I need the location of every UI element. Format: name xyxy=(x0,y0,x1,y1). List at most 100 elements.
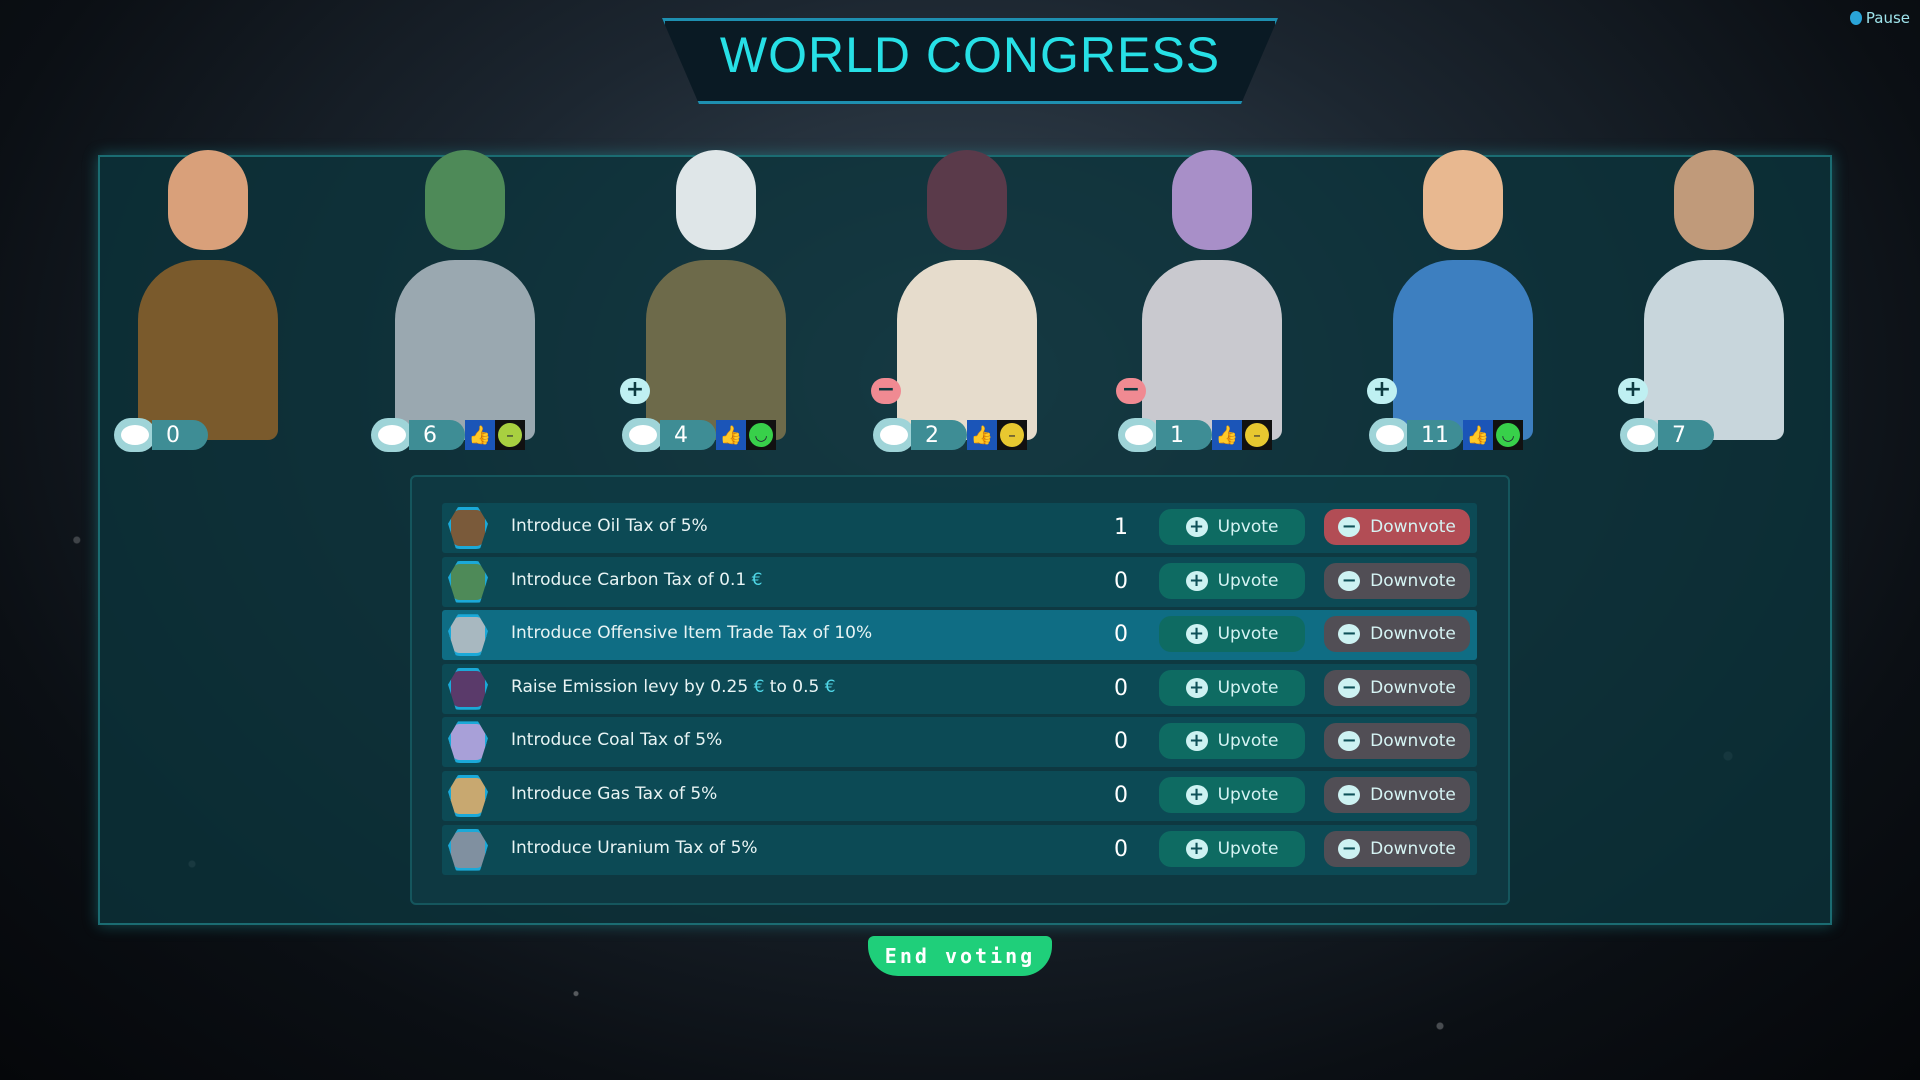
thumbs-up-icon: 👍 xyxy=(967,420,997,450)
proposal-row[interactable]: Introduce Offensive Item Trade Tax of 10… xyxy=(442,610,1477,661)
downvote-button[interactable]: − Downvote xyxy=(1324,616,1470,653)
leader-head xyxy=(676,150,756,250)
proposal-row[interactable]: Introduce Uranium Tax of 5% 0 + Upvote − Down… xyxy=(442,824,1477,875)
leader-head xyxy=(1423,150,1503,250)
minus-bubble-icon: − xyxy=(1338,570,1361,591)
upvote-label: Upvote xyxy=(1217,785,1279,805)
leader-head xyxy=(1674,150,1754,250)
upvote-label: Upvote xyxy=(1217,677,1279,698)
upvote-button[interactable]: + Upvote xyxy=(1159,562,1305,599)
proposal-text: Introduce Coal Tax of 5% xyxy=(511,730,723,751)
downvote-label: Downvote xyxy=(1370,677,1456,698)
leader-count: 7 xyxy=(1658,420,1714,450)
plus-bubble-icon: + xyxy=(1185,517,1208,537)
downvote-button[interactable]: − Downvote xyxy=(1324,723,1470,760)
mood-uneasy-icon: – xyxy=(1242,420,1272,450)
leader-portrait[interactable] xyxy=(1102,100,1322,450)
upvote-label: Upvote xyxy=(1217,570,1279,591)
proposal-row[interactable]: Raise Emission levy by 0.25 € to 0.5 €0 +… xyxy=(442,663,1477,714)
proposal-row[interactable]: Introduce Coal Tax of 5% 0 + Upvote − Downvot… xyxy=(442,717,1477,768)
plus-bubble-icon: + xyxy=(1618,378,1648,404)
upvote-button[interactable]: + Upvote xyxy=(1159,830,1305,867)
upvote-label: Upvote xyxy=(1217,731,1279,752)
proposer-avatar xyxy=(448,560,488,603)
thumbs-up-icon: 👍 xyxy=(1463,420,1493,450)
thumbs-up-icon: 👍 xyxy=(1212,420,1242,450)
euro-icon: € xyxy=(753,676,765,697)
downvote-button[interactable]: − Downvote xyxy=(1324,562,1470,599)
downvote-button[interactable]: − Downvote xyxy=(1324,509,1470,545)
page-title: WORLD CONGRESS xyxy=(719,27,1221,83)
speech-bubble-icon xyxy=(371,418,413,452)
plus-bubble-icon: + xyxy=(1367,378,1397,404)
leader-portrait[interactable] xyxy=(1353,100,1573,450)
thumbs-up-icon: 👍 xyxy=(716,420,746,450)
speech-bubble-icon xyxy=(114,418,156,452)
stopwatch-icon xyxy=(1849,11,1862,25)
plus-bubble-icon: + xyxy=(1185,624,1208,645)
leader-head xyxy=(168,150,248,250)
leader-head xyxy=(425,150,505,250)
vote-count: 1 xyxy=(1114,515,1128,540)
downvote-label: Downvote xyxy=(1370,517,1456,537)
minus-bubble-icon: − xyxy=(1116,378,1146,404)
upvote-label: Upvote xyxy=(1217,517,1279,537)
speech-bubble-icon xyxy=(1620,418,1662,452)
end-voting-button[interactable]: End voting xyxy=(868,936,1052,976)
leader-count: 1 xyxy=(1156,420,1212,450)
downvote-button[interactable]: − Downvote xyxy=(1324,669,1470,706)
vote-count: 0 xyxy=(1114,568,1128,594)
minus-bubble-icon: − xyxy=(1338,624,1361,645)
leader-body xyxy=(646,260,786,440)
mood-happy-icon: ◡ xyxy=(1493,420,1523,450)
leader-badge: 2 👍 – xyxy=(873,418,1027,452)
mood-happy-icon: ◡ xyxy=(746,420,776,450)
leader-head xyxy=(927,150,1007,250)
leader-badge: 4 👍 ◡ xyxy=(622,418,776,452)
upvote-button[interactable]: + Upvote xyxy=(1159,669,1305,706)
proposal-row[interactable]: Introduce Oil Tax of 5% 1 + Upvote − Downvote xyxy=(442,503,1477,553)
proposal-row[interactable]: Introduce Gas Tax of 5% 0 + Upvote − Downvote xyxy=(442,771,1477,821)
proposer-avatar xyxy=(448,828,488,871)
vote-count: 0 xyxy=(1114,622,1128,648)
leader-body xyxy=(1393,260,1533,440)
leader-portrait[interactable] xyxy=(1604,100,1824,450)
proposer-avatar xyxy=(448,507,488,549)
leader-body xyxy=(1142,260,1282,440)
vote-count: 0 xyxy=(1114,783,1128,808)
mood-neutral-icon: – xyxy=(495,420,525,450)
leader-portrait[interactable] xyxy=(355,100,575,450)
proposal-row[interactable]: Introduce Carbon Tax of 0.1 €0 + Upvote − Do… xyxy=(442,556,1477,607)
mood-uneasy-icon: – xyxy=(997,420,1027,450)
proposal-text: Introduce Oil Tax of 5% xyxy=(511,516,708,536)
proposer-avatar xyxy=(448,775,488,817)
leader-body xyxy=(1644,260,1784,440)
plus-bubble-icon: + xyxy=(1185,731,1208,752)
leader-portrait[interactable] xyxy=(98,100,318,450)
leader-body xyxy=(138,260,278,440)
proposer-avatar xyxy=(448,614,488,657)
euro-icon: € xyxy=(824,676,836,697)
upvote-button[interactable]: + Upvote xyxy=(1159,509,1305,545)
downvote-button[interactable]: − Downvote xyxy=(1324,830,1470,867)
proposer-avatar xyxy=(448,721,488,764)
leader-portrait[interactable] xyxy=(606,100,826,450)
leader-count: 2 xyxy=(911,420,967,450)
leader-portrait[interactable] xyxy=(857,100,1077,450)
downvote-label: Downvote xyxy=(1370,731,1456,752)
leader-badge: 11 👍 ◡ xyxy=(1369,418,1523,452)
downvote-button[interactable]: − Downvote xyxy=(1324,777,1470,813)
pause-label: Pause xyxy=(1865,9,1910,27)
downvote-label: Downvote xyxy=(1370,838,1456,859)
plus-bubble-icon: + xyxy=(1185,677,1208,698)
proposal-text-cont: to 0.5 xyxy=(764,676,820,697)
upvote-button[interactable]: + Upvote xyxy=(1159,723,1305,760)
pause-button[interactable]: Pause xyxy=(1849,9,1910,27)
plus-bubble-icon: + xyxy=(1185,785,1208,805)
leader-count: 11 xyxy=(1407,420,1463,450)
leader-badge: 1 👍 – xyxy=(1118,418,1272,452)
upvote-button[interactable]: + Upvote xyxy=(1159,777,1305,813)
proposal-text: Raise Emission levy by 0.25 xyxy=(511,676,749,697)
upvote-button[interactable]: + Upvote xyxy=(1159,616,1305,653)
leader-head xyxy=(1172,150,1252,250)
